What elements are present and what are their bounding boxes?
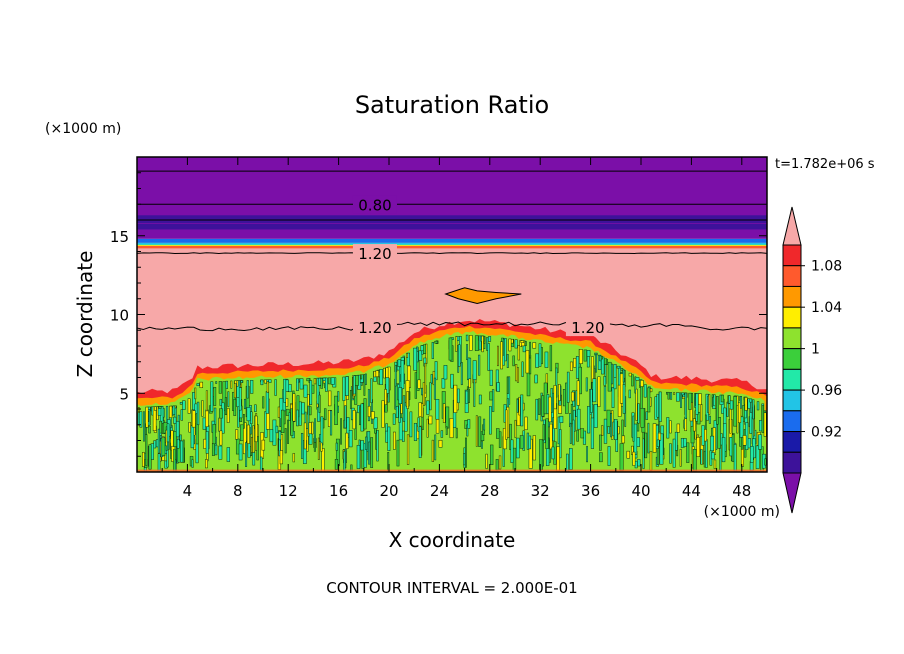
colorbar-swatch (782, 265, 802, 287)
contour-label-gap (352, 318, 397, 337)
colorbar-top-arrow (782, 206, 802, 246)
cloud-feature (444, 287, 522, 304)
transition-stripe (137, 245, 767, 249)
contour-label: 0.80 (358, 196, 391, 214)
x-tick-label: 16 (329, 482, 348, 500)
y-axis-unit: (×1000 m) (45, 121, 121, 137)
dry-band (137, 223, 767, 230)
surface-streak (137, 469, 767, 472)
contour-line (137, 252, 767, 254)
x-tick-label: 24 (430, 482, 449, 500)
x-tick-label: 8 (233, 482, 243, 500)
x-tick-label: 4 (183, 482, 193, 500)
colorbar: 1.08 1.04 1 0.96 0.92 (782, 206, 842, 514)
transition-stripe (137, 245, 767, 246)
colorbar-label: 1.04 (811, 300, 842, 316)
colorbar-label: 1.08 (811, 259, 842, 275)
y-axis: 5 10 15 (110, 172, 767, 457)
x-tick-label: 40 (631, 482, 650, 500)
colorbar-swatch (782, 285, 802, 308)
dry-band (137, 215, 767, 224)
x-tick-label: 20 (379, 482, 398, 500)
y-tick-label: 15 (110, 228, 129, 246)
colorbar-swatch (782, 327, 802, 350)
colorbar-swatch (782, 389, 802, 412)
contour-line (137, 321, 767, 332)
colorbar-bottom-arrow (782, 472, 802, 514)
transition-stripe (137, 242, 767, 245)
colorbar-swatch (782, 451, 802, 474)
x-axis-unit: (×1000 m) (704, 504, 780, 520)
contour-interval-note: CONTOUR INTERVAL = 2.000E-01 (326, 579, 577, 597)
chart-title: Saturation Ratio (355, 91, 549, 119)
colorbar-swatch (782, 431, 802, 453)
contour-label-gap (352, 244, 397, 263)
y-axis-label: Z coordinate (73, 251, 97, 378)
colorbar-swatch (782, 410, 802, 433)
x-tick-label: 32 (531, 482, 550, 500)
contour-label: 1.20 (358, 245, 391, 263)
x-tick-label: 44 (682, 482, 701, 500)
x-tick-label: 48 (732, 482, 751, 500)
colorbar-swatch (782, 348, 802, 370)
x-axis-label: X coordinate (389, 528, 516, 552)
contour-label-gap (352, 195, 397, 214)
contour-label: 1.20 (358, 319, 391, 337)
time-label: t=1.782e+06 s (775, 157, 875, 172)
y-tick-label: 10 (110, 307, 129, 325)
x-tick-label: 12 (279, 482, 298, 500)
y-tick-label: 5 (119, 385, 129, 403)
x-tick-label: 28 (480, 482, 499, 500)
colorbar-label: 0.96 (811, 383, 842, 399)
boundary-layer-texture (137, 334, 767, 472)
contour-lines: 0.80 1.20 1.20 1.20 (137, 170, 767, 337)
colorbar-swatch (782, 244, 802, 267)
transition-stripe (137, 238, 767, 243)
x-axis: 4 8 12 16 20 24 28 32 36 40 44 48 (161, 157, 751, 500)
x-tick-label: 36 (581, 482, 600, 500)
colorbar-label: 1 (811, 342, 820, 358)
contour-label: 1.20 (571, 319, 604, 337)
colorbar-swatch (782, 306, 802, 329)
contour-label-gap (565, 318, 610, 337)
transition-stripe (137, 244, 767, 246)
colorbar-label: 0.92 (811, 425, 842, 441)
contour-field (137, 157, 767, 472)
colorbar-swatch (782, 368, 802, 391)
